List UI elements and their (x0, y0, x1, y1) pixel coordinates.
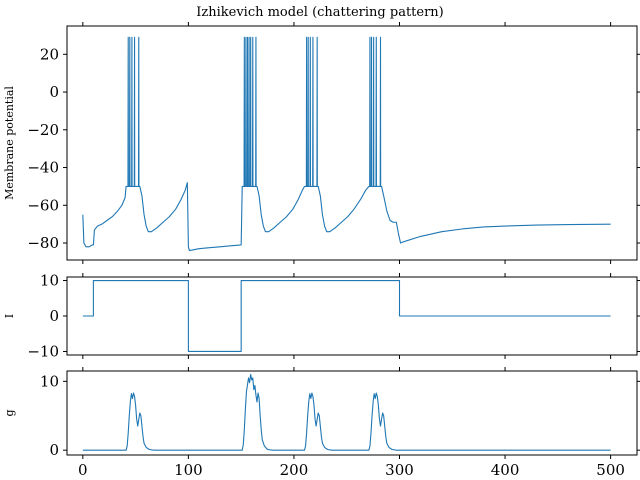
y-tick-label: 0 (49, 441, 59, 459)
y-tick-label: −10 (27, 342, 59, 360)
x-tick-label: 300 (385, 461, 414, 479)
conductance-ylabel: g (3, 409, 16, 416)
membrane-trace (82, 36, 611, 252)
membrane-axes-frame (66, 25, 638, 261)
y-tick-label: −80 (27, 234, 59, 252)
y-tick-label: 10 (40, 372, 59, 390)
x-tick-label: 400 (491, 461, 520, 479)
current-panel: 10 0 −10 I (3, 272, 640, 360)
membrane-ylabel: Membrane potential (3, 86, 16, 200)
y-tick-label: 0 (49, 307, 59, 325)
y-tick-label: −20 (27, 121, 59, 139)
conductance-axes-frame (66, 370, 638, 456)
y-tick-label: 0 (49, 83, 59, 101)
membrane-potential-panel: 20 0 −20 −40 −60 −80 Membrane potential (3, 22, 640, 264)
y-tick-label: −40 (27, 159, 59, 177)
y-tick-label: −60 (27, 196, 59, 214)
x-tick-label: 100 (174, 461, 203, 479)
current-trace (82, 280, 611, 352)
chart-title: Izhikevich model (chattering pattern) (196, 5, 444, 20)
x-tick-label: 0 (78, 461, 88, 479)
y-tick-label: 10 (40, 272, 59, 290)
x-tick-label: 200 (280, 461, 309, 479)
current-ylabel: I (3, 314, 16, 318)
x-tick-label: 500 (596, 461, 625, 479)
y-tick-label: 20 (40, 45, 59, 63)
conductance-trace (82, 373, 611, 451)
